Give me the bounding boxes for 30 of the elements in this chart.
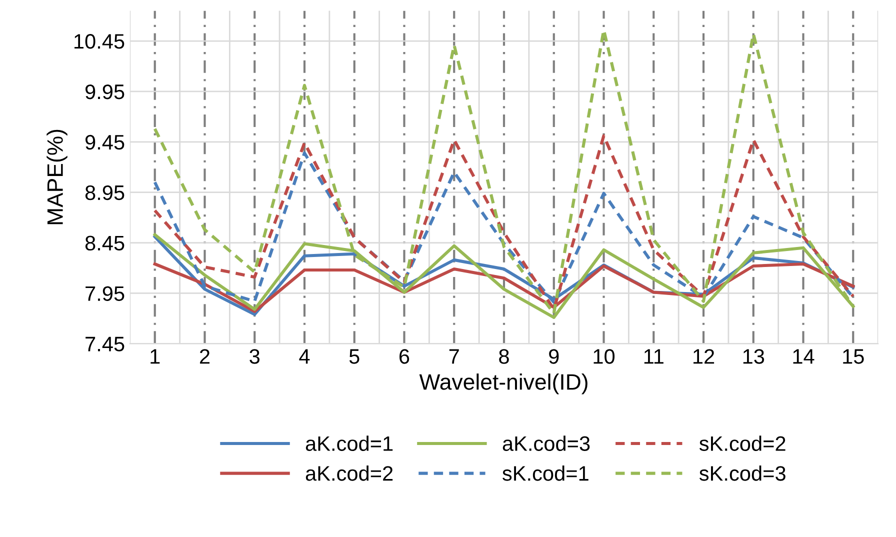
legend-label: aK.cod=3 <box>502 436 590 451</box>
y-tick-label: 10.45 <box>74 34 124 49</box>
legend-label: aK.cod=1 <box>306 436 393 451</box>
x-tick-label: 7 <box>449 349 459 364</box>
x-tick-label: 2 <box>200 349 210 364</box>
x-tick-label: 14 <box>793 349 814 364</box>
legend-label: aK.cod=2 <box>306 466 393 481</box>
y-tick-label: 8.95 <box>85 185 124 200</box>
x-tick-label: 10 <box>594 349 615 364</box>
y-tick-label: 9.95 <box>85 84 124 100</box>
x-tick-label: 3 <box>250 349 260 364</box>
x-tick-label: 15 <box>843 349 864 364</box>
y-tick-label: 7.95 <box>86 286 124 301</box>
x-tick-label: 11 <box>644 349 664 364</box>
x-tick-label: 4 <box>299 349 310 364</box>
legend-label: sK.cod=2 <box>699 436 786 451</box>
x-axis-title: Wavelet-nivel(ID) <box>419 374 588 394</box>
x-tick-label: 8 <box>499 349 509 364</box>
x-tick-label: 9 <box>549 349 559 364</box>
legend-label: sK.cod=3 <box>699 466 786 481</box>
y-tick-label: 7.45 <box>86 336 124 352</box>
x-tick-label: 6 <box>400 349 410 364</box>
legend-label: sK.cod=1 <box>502 466 588 481</box>
y-axis-title: MAPE(%) <box>46 130 68 224</box>
x-tick-label: 13 <box>743 349 764 364</box>
x-tick-label: 12 <box>694 349 714 364</box>
x-tick-label: 5 <box>349 349 360 364</box>
y-tick-label: 9.45 <box>85 134 124 150</box>
y-tick-label: 8.45 <box>85 236 124 251</box>
x-tick-label: 1 <box>150 349 160 364</box>
